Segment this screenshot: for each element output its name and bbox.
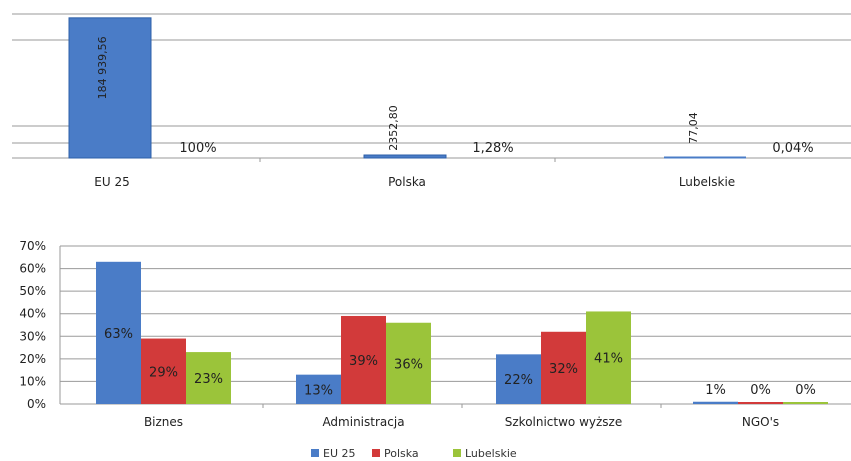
top-value-label: 184 939,56 [96, 36, 109, 99]
bar-lubelskie [186, 352, 231, 404]
top-bar-chart: 184 939,56 100% EU 25 2352,80 1,28% Polska 77,… [12, 13, 851, 189]
top-bar [68, 17, 152, 159]
x-category-label: Administracja [322, 415, 404, 429]
top-bar [363, 154, 447, 159]
top-percent-label: 0,04% [772, 141, 813, 156]
top-value-label: 2352,80 [387, 105, 400, 151]
top-category-label: Lubelskie [679, 175, 735, 189]
bar-data-label: 23% [194, 372, 223, 387]
top-percent-label: 100% [179, 141, 216, 156]
y-tick-label: 40% [19, 307, 46, 321]
legend-label: Lubelskie [465, 447, 517, 460]
bar-data-label: 1% [705, 383, 726, 398]
y-tick-label: 60% [19, 262, 46, 276]
bar-data-label: 39% [349, 354, 378, 369]
bar-polska [541, 331, 586, 404]
bar-polska [141, 338, 186, 404]
x-category-label: Szkolnictwo wyższe [505, 415, 622, 429]
x-category-label: NGO's [742, 415, 779, 429]
y-tick-label: 50% [19, 284, 46, 298]
top-value-label: 77,04 [687, 112, 700, 144]
bar-polska [738, 402, 783, 404]
legend-label: EU 25 [323, 447, 356, 460]
bar-data-label: 0% [795, 383, 816, 398]
bar-eu-25 [496, 354, 541, 404]
bar-lubelskie [586, 311, 631, 404]
top-percent-label: 1,28% [472, 141, 513, 156]
bar-data-label: 32% [549, 362, 578, 377]
top-bar [664, 156, 746, 159]
legend-swatch [372, 449, 380, 457]
bar-polska [341, 315, 386, 404]
bar-lubelskie [783, 402, 828, 404]
bar-data-label: 29% [149, 365, 178, 380]
legend-swatch [453, 449, 461, 457]
bar-data-label: 0% [750, 383, 771, 398]
y-tick-label: 70% [19, 239, 46, 253]
bar-eu-25 [96, 261, 141, 404]
y-tick-label: 20% [19, 352, 46, 366]
y-tick-label: 30% [19, 329, 46, 343]
bar-data-label: 22% [504, 373, 533, 388]
y-tick-label: 0% [27, 397, 46, 411]
top-category-label: EU 25 [94, 175, 129, 189]
bar-eu-25 [296, 374, 341, 404]
bar-data-label: 63% [104, 327, 133, 342]
x-category-label: Biznes [144, 415, 183, 429]
bottom-grouped-bar-chart: 0% 10% 20% 30% 40% 50% 60% 70% 63% 29% 23% Biznes 13… [19, 239, 851, 429]
legend: EU 25 Polska Lubelskie [311, 447, 517, 460]
legend-label: Polska [384, 447, 419, 460]
bar-data-label: 13% [304, 383, 333, 398]
top-category-label: Polska [388, 175, 426, 189]
legend-swatch [311, 449, 319, 457]
bar-eu-25 [693, 401, 738, 404]
bar-data-label: 41% [594, 352, 623, 367]
y-tick-label: 10% [19, 374, 46, 388]
bar-lubelskie [386, 322, 431, 404]
bar-data-label: 36% [394, 357, 423, 372]
